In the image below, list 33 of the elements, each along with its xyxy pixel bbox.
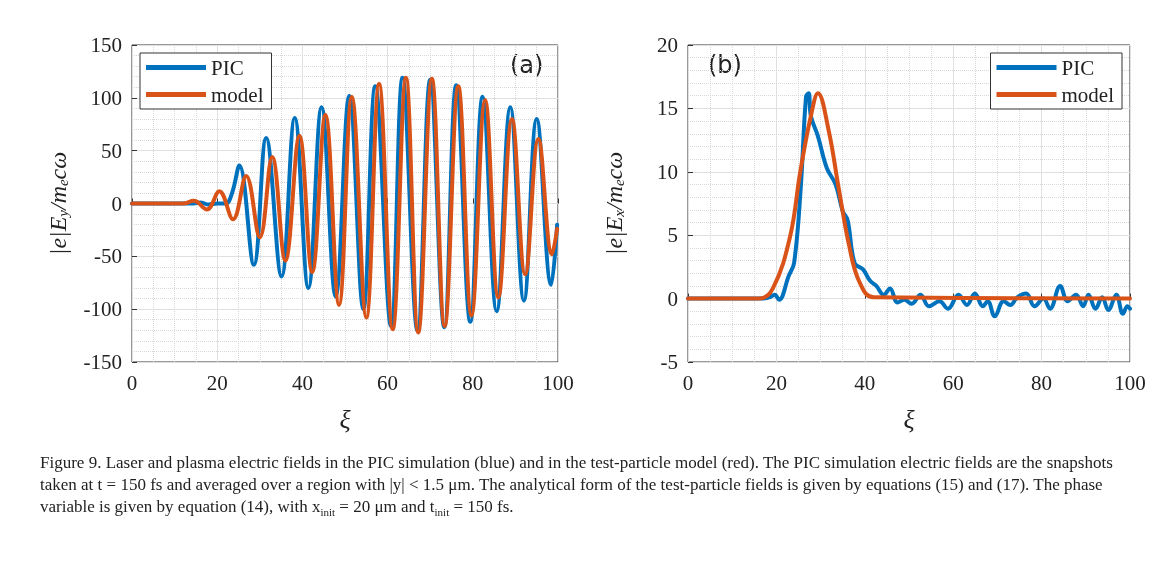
x-tick-label: 0	[126, 370, 138, 395]
x-tick-label: 80	[462, 370, 484, 395]
x-tick-label: 100	[542, 370, 574, 395]
y-tick-label: 100	[90, 85, 122, 110]
y-tick-label: -150	[83, 350, 122, 374]
x-tick-label: 20	[206, 370, 228, 395]
legend-label: PIC	[1061, 55, 1095, 80]
legend-label: model	[211, 82, 264, 107]
y-tick-label: 150	[90, 33, 122, 57]
legend-label: PIC	[211, 55, 244, 80]
x-tick-label: 60	[377, 370, 399, 395]
y-tick-label: 5	[667, 223, 678, 248]
y-tick-label: 0	[111, 191, 122, 216]
y-tick-label: 15	[657, 96, 678, 121]
y-axis-title: |e|Ey/mecω	[45, 151, 71, 256]
y-axis-title: |e|Ex/mecω	[601, 151, 627, 256]
legend-label: model	[1061, 82, 1115, 107]
x-tick-label: 60	[942, 370, 964, 395]
y-tick-label: 0	[667, 286, 678, 311]
caption: Figure 9. Laser and plasma electric fields in the PIC simulation (blue) and in the test-particle model (red). The PIC simulation electric fields are the snapshots taken at t = 150 fs and averaged over a region with |y| < 1.5 μm. The analytical form of the test-particle fields is given by equations (15) and (17). The phase variable is given by equation (14), with x$_{init}$ = 20 μm and t$_{init}$ = 150 fs.	[40, 452, 1114, 521]
x-tick-label: 20	[765, 370, 787, 395]
y-tick-label: -100	[83, 297, 122, 322]
x-tick-label: 40	[854, 370, 876, 395]
y-tick-label: 50	[101, 138, 122, 163]
x-tick-label: 40	[291, 370, 313, 395]
x-tick-label: 100	[1114, 370, 1146, 395]
y-tick-label: 20	[657, 33, 678, 57]
x-axis-title: ξ	[339, 404, 352, 434]
x-tick-label: 80	[1031, 370, 1053, 395]
y-tick-label: -50	[94, 244, 122, 269]
y-tick-label: 10	[657, 159, 678, 184]
x-axis-title: ξ	[903, 404, 916, 434]
y-tick-label: -5	[660, 350, 678, 374]
